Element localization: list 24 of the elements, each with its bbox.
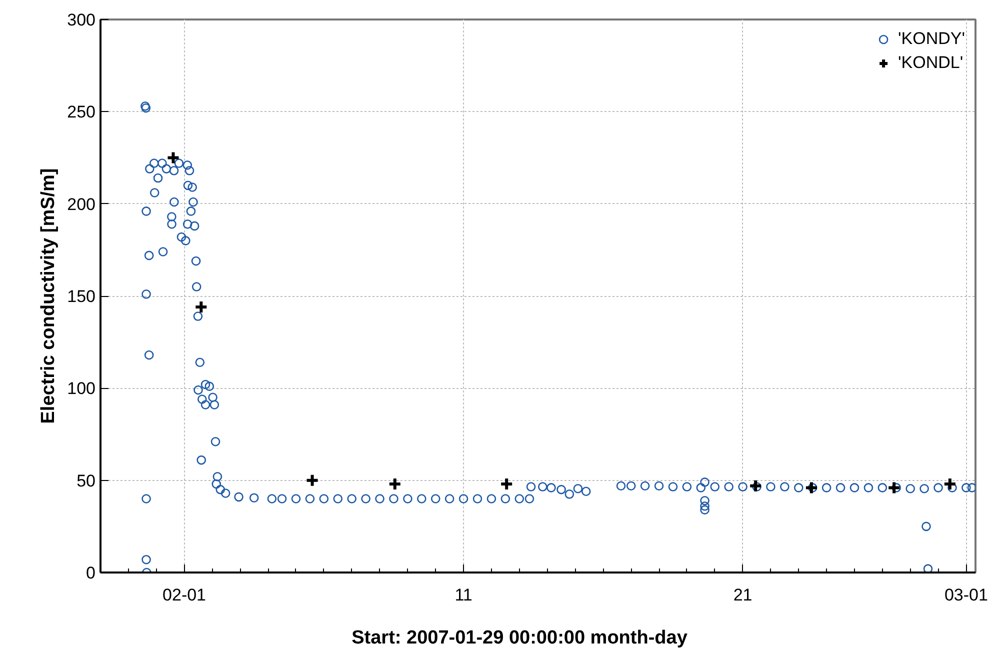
point bbox=[887, 480, 902, 495]
legend-label: 'KONDY' bbox=[898, 29, 965, 49]
x-tick-label: 03-01 bbox=[944, 586, 988, 604]
y-tick-label: 300 bbox=[67, 10, 96, 30]
point bbox=[166, 150, 180, 165]
x-tick-label: 02-01 bbox=[162, 586, 206, 604]
y-tick-label: 100 bbox=[67, 379, 96, 398]
point bbox=[500, 477, 514, 492]
point bbox=[388, 477, 402, 492]
y-tick-label: 250 bbox=[67, 102, 96, 122]
point bbox=[194, 300, 208, 314]
point bbox=[804, 480, 818, 495]
y-tick-label: 0 bbox=[86, 564, 96, 582]
point bbox=[748, 478, 763, 493]
y-axis-title: Electric conductivity [mS/m] bbox=[38, 168, 60, 424]
legend-label: 'KONDL' bbox=[898, 53, 964, 73]
y-tick-label: 150 bbox=[67, 287, 96, 306]
x-axis-title: Start: 2007-01-29 00:00:00 month-day bbox=[352, 628, 688, 648]
y-tick-label: 50 bbox=[76, 471, 96, 490]
y-tick-label: 200 bbox=[67, 194, 96, 214]
point bbox=[305, 473, 320, 488]
x-tick-label: 11 bbox=[454, 586, 472, 604]
x-tick-label: 21 bbox=[733, 586, 752, 604]
point bbox=[942, 477, 957, 492]
